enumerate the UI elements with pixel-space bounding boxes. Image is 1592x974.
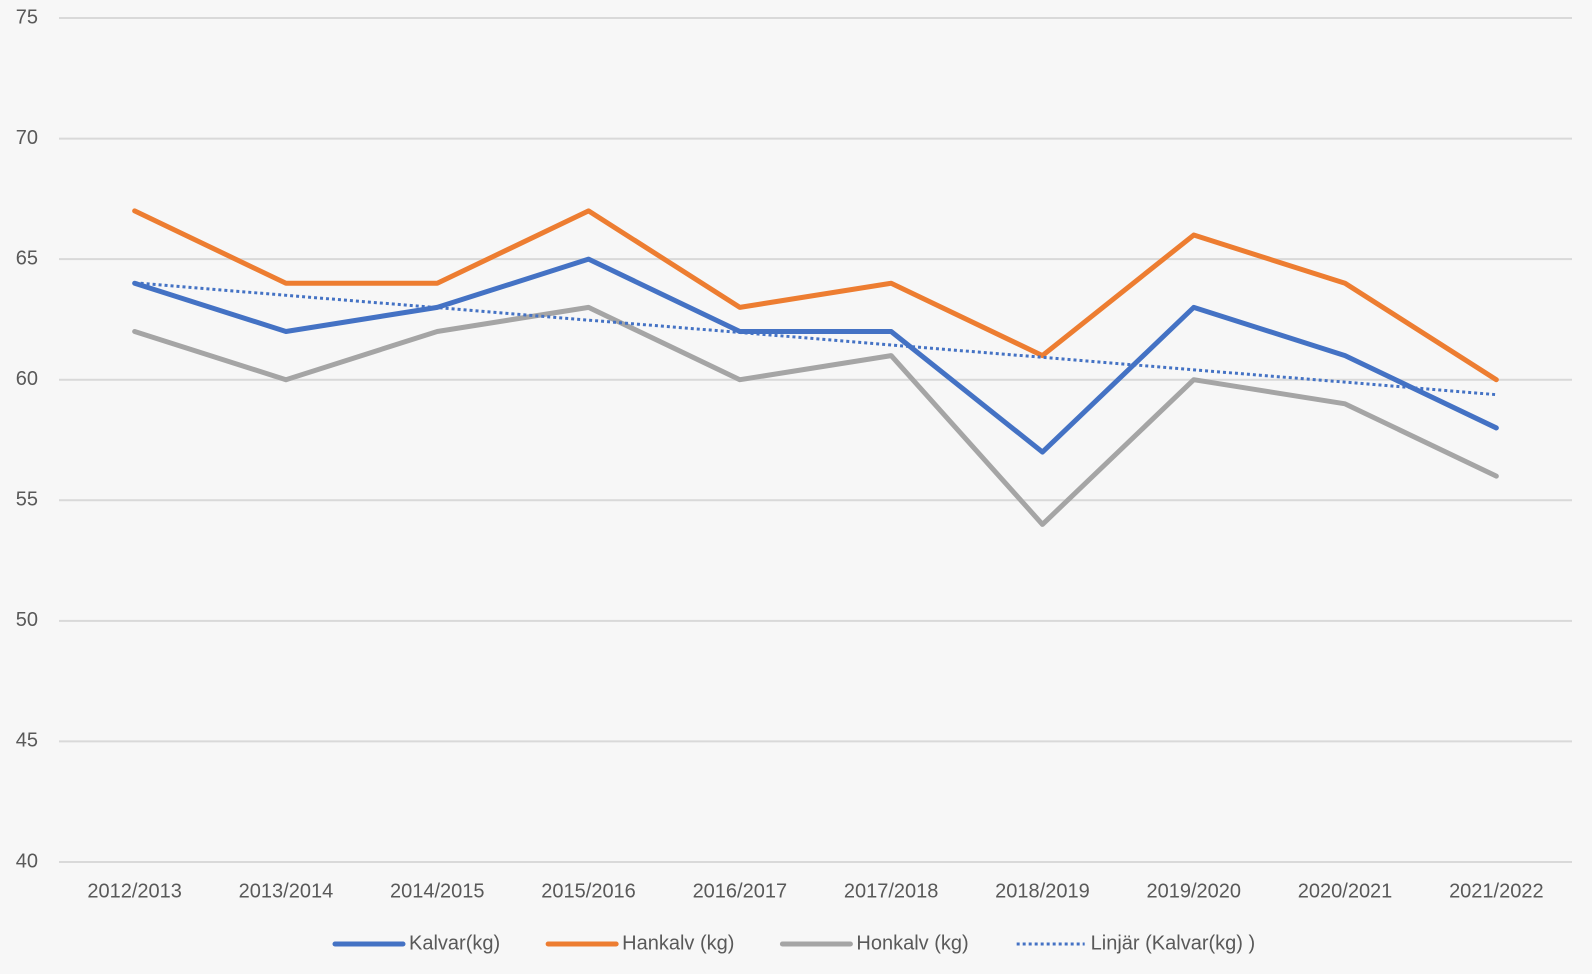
x-tick-label: 2014/2015 (390, 880, 485, 902)
legend-label: Linjär (Kalvar(kg) ) (1091, 932, 1255, 954)
x-tick-label: 2019/2020 (1146, 880, 1241, 902)
x-tick-label: 2015/2016 (541, 880, 636, 902)
legend-label: Hankalv (kg) (622, 932, 734, 954)
x-tick-label: 2020/2021 (1298, 880, 1393, 902)
y-tick-label: 50 (16, 609, 38, 631)
x-tick-label: 2017/2018 (844, 880, 939, 902)
series-line (132, 256, 1499, 455)
y-tick-label: 60 (16, 368, 38, 390)
y-tick-label: 75 (16, 6, 38, 28)
y-tick-label: 40 (16, 850, 38, 872)
y-tick-label: 70 (16, 127, 38, 149)
series-line (132, 208, 1499, 383)
y-tick-label: 65 (16, 247, 38, 269)
x-tick-label: 2013/2014 (239, 880, 334, 902)
x-tick-label: 2021/2022 (1449, 880, 1544, 902)
x-tick-label: 2018/2019 (995, 880, 1090, 902)
x-tick-label: 2016/2017 (693, 880, 788, 902)
y-tick-label: 55 (16, 489, 38, 511)
series-line (132, 304, 1499, 527)
y-tick-label: 45 (16, 730, 38, 752)
legend-label: Honkalv (kg) (856, 932, 968, 954)
x-tick-label: 2012/2013 (87, 880, 182, 902)
legend-label: Kalvar(kg) (409, 932, 500, 954)
